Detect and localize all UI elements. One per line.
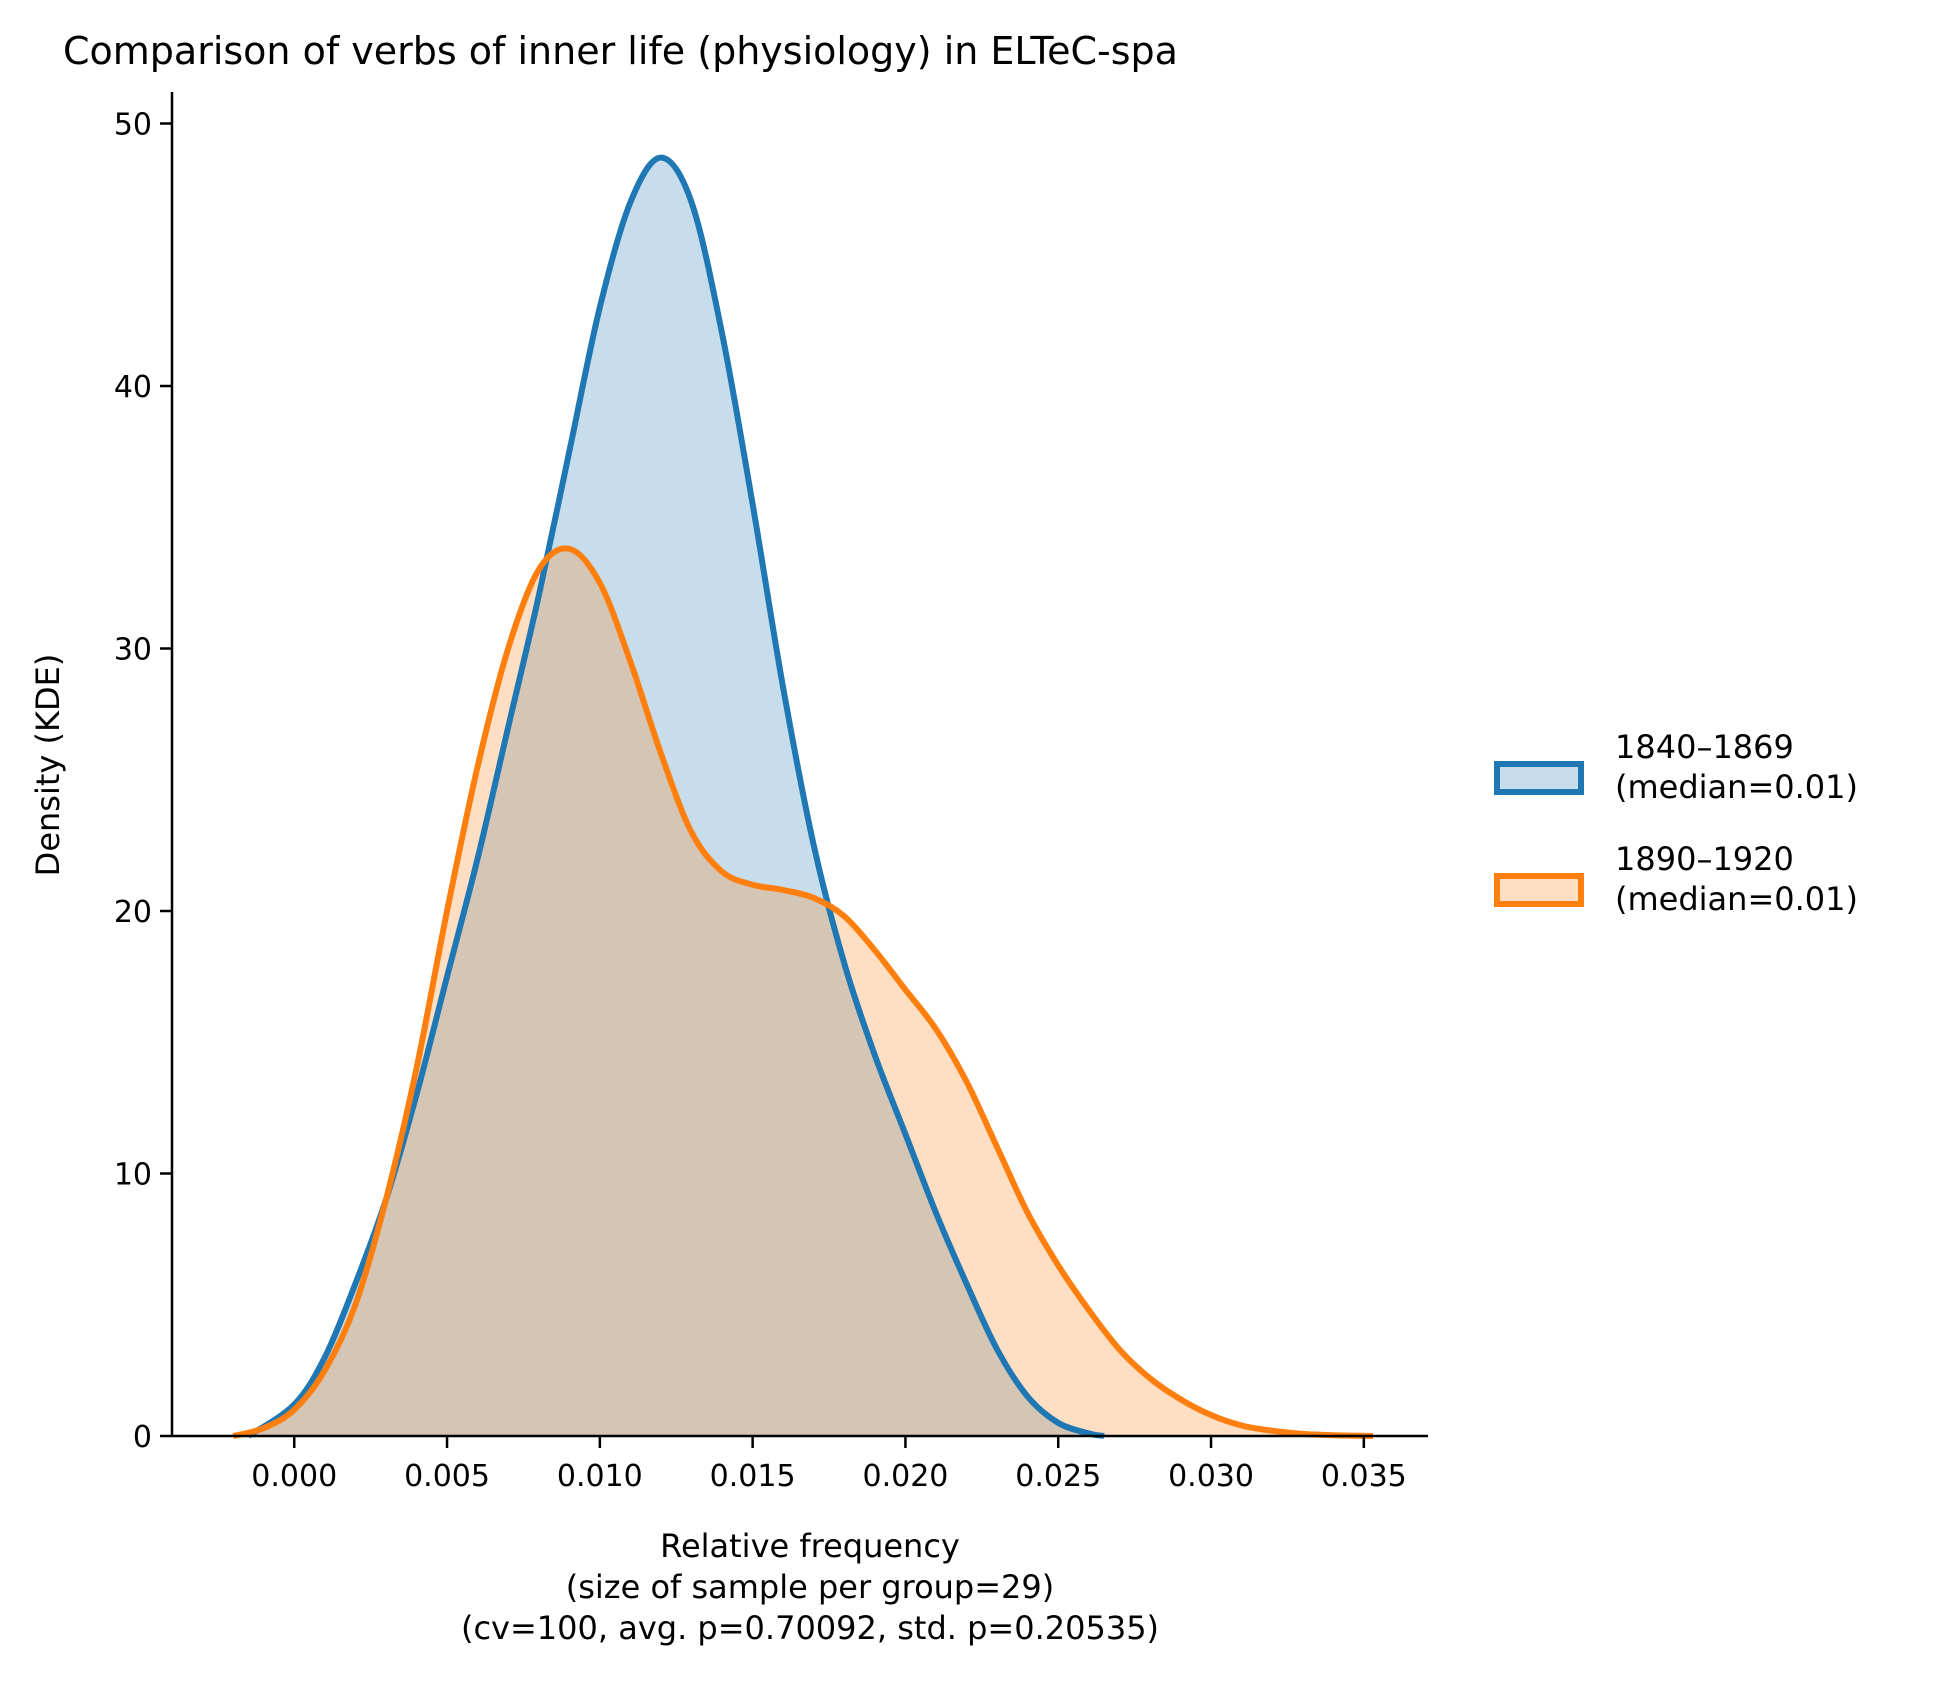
- legend-swatch: [1494, 873, 1584, 907]
- y-tick-label: 50: [114, 108, 152, 143]
- x-tick-label: 0.020: [862, 1459, 948, 1494]
- x-tick-label: 0.035: [1321, 1459, 1407, 1494]
- series-lines: [232, 154, 1374, 1439]
- legend-label: 1840–1869: [1615, 728, 1794, 766]
- series-1-line: [232, 545, 1374, 1439]
- chart-title: Comparison of verbs of inner life (physi…: [63, 29, 1178, 73]
- x-axis-label-line: (cv=100, avg. p=0.70092, std. p=0.20535): [461, 1609, 1159, 1647]
- x-axis-label-line: Relative frequency: [660, 1527, 960, 1565]
- y-tick-label: 10: [114, 1158, 152, 1193]
- y-tick-label: 0: [133, 1420, 152, 1455]
- series-1-area: [233, 548, 1373, 1436]
- x-tick-label: 0.000: [251, 1459, 337, 1494]
- legend-swatch: [1494, 761, 1584, 795]
- legend-label: (median=0.01): [1615, 768, 1858, 806]
- legend: 1840–1869(median=0.01)1890–1920(median=0…: [1494, 728, 1858, 918]
- x-axis-label-line: (size of sample per group=29): [566, 1568, 1055, 1606]
- x-tick-label: 0.030: [1168, 1459, 1254, 1494]
- legend-label: 1890–1920: [1615, 840, 1794, 878]
- x-axis-label: Relative frequency(size of sample per gr…: [461, 1527, 1159, 1647]
- y-axis-ticks: 0 10 20 30 40 50: [114, 108, 172, 1455]
- legend-label: (median=0.01): [1615, 880, 1858, 918]
- y-tick-label: 30: [114, 633, 152, 668]
- x-tick-label: 0.005: [404, 1459, 490, 1494]
- axes: [170, 92, 1428, 1438]
- x-tick-label: 0.015: [710, 1459, 796, 1494]
- y-axis-label: Density (KDE): [29, 654, 67, 877]
- x-tick-label: 0.010: [557, 1459, 643, 1494]
- series-0-line: [246, 154, 1105, 1439]
- x-tick-label: 0.025: [1015, 1459, 1101, 1494]
- y-tick-label: 20: [114, 895, 152, 930]
- y-tick-label: 40: [114, 370, 152, 405]
- x-axis-ticks: 0.000 0.005 0.010 0.015 0.020 0.025 0.030 0.035: [251, 1436, 1407, 1494]
